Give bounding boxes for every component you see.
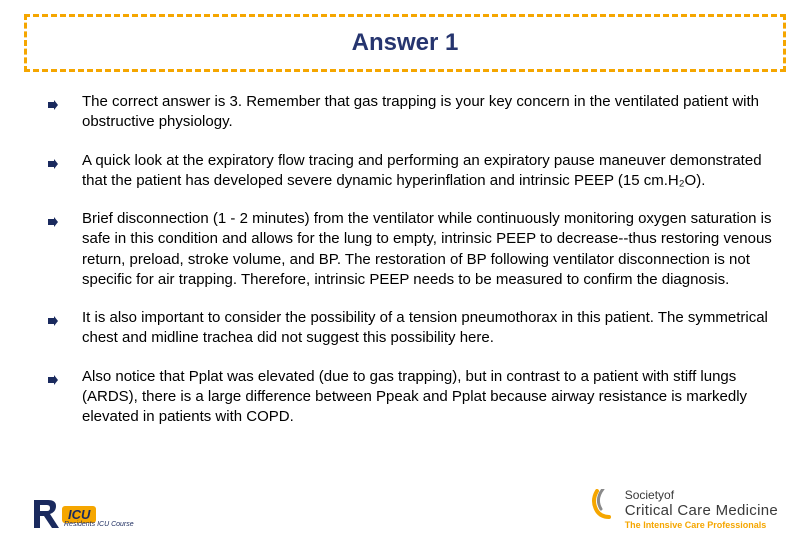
sccm-of: of bbox=[664, 488, 674, 502]
list-item: It is also important to consider the pos… bbox=[48, 308, 776, 349]
bullet-icon bbox=[48, 156, 58, 174]
footer: ICU Residents ICU Course Societyof Criti… bbox=[32, 482, 778, 530]
sccm-line1: Societyof bbox=[625, 487, 778, 503]
sccm-swoosh-icon bbox=[591, 489, 619, 519]
bullet-icon bbox=[48, 214, 58, 232]
bullet-icon bbox=[48, 372, 58, 390]
ricu-logo: ICU Residents ICU Course bbox=[32, 498, 96, 530]
title-box: Answer 1 bbox=[24, 14, 786, 72]
icu-badge: ICU bbox=[62, 506, 96, 523]
bullet-list: The correct answer is 3. Remember that g… bbox=[48, 92, 776, 445]
sccm-logo: Societyof Critical Care Medicine The Int… bbox=[591, 487, 778, 530]
sccm-text: Societyof Critical Care Medicine The Int… bbox=[625, 487, 778, 530]
slide-title: Answer 1 bbox=[352, 29, 459, 57]
bullet-text: The correct answer is 3. Remember that g… bbox=[82, 92, 776, 133]
bullet-text: It is also important to consider the pos… bbox=[82, 308, 776, 349]
bullet-icon bbox=[48, 313, 58, 331]
bullet-text: Brief disconnection (1 - 2 minutes) from… bbox=[82, 209, 776, 290]
list-item: The correct answer is 3. Remember that g… bbox=[48, 92, 776, 133]
sccm-society: Society bbox=[625, 488, 664, 502]
sccm-tagline: The Intensive Care Professionals bbox=[625, 521, 778, 530]
list-item: Also notice that Pplat was elevated (due… bbox=[48, 367, 776, 428]
list-item: A quick look at the expiratory flow trac… bbox=[48, 151, 776, 192]
bullet-text: Also notice that Pplat was elevated (due… bbox=[82, 367, 776, 428]
list-item: Brief disconnection (1 - 2 minutes) from… bbox=[48, 209, 776, 290]
bullet-text: A quick look at the expiratory flow trac… bbox=[82, 151, 776, 192]
bullet-icon bbox=[48, 97, 58, 115]
sccm-line2: Critical Care Medicine bbox=[625, 503, 778, 518]
r-letter-icon bbox=[32, 498, 60, 530]
ricu-subtitle: Residents ICU Course bbox=[64, 521, 134, 528]
